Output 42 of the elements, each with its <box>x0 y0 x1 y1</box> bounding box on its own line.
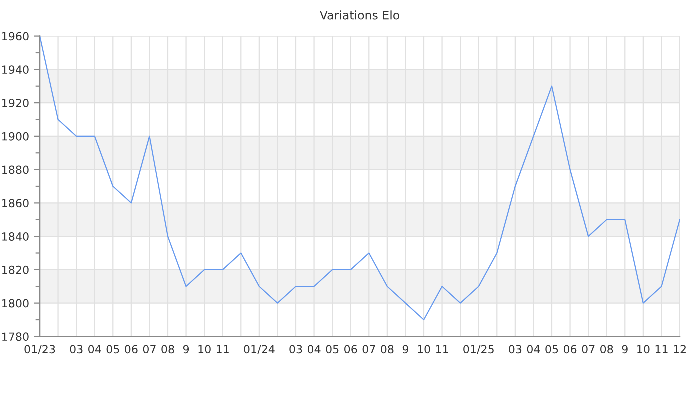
x-tick-label: 12 <box>674 345 686 354</box>
x-tick-label: 04 <box>88 345 102 354</box>
x-tick-label: 08 <box>600 345 614 354</box>
x-tick-label: 04 <box>527 345 540 354</box>
x-tick-label: 03 <box>509 345 522 354</box>
y-tick-label: 1960 <box>2 32 29 41</box>
y-tick-label: 1800 <box>2 299 29 308</box>
x-tick-label: 11 <box>217 345 229 354</box>
y-tick-label: 1860 <box>2 199 29 208</box>
x-tick-label: 08 <box>162 345 174 354</box>
y-tick-label: 1840 <box>2 232 29 241</box>
x-tick-label: 05 <box>326 345 339 354</box>
y-tick-label: 1820 <box>2 266 29 274</box>
x-tick-label: 10 <box>418 345 430 354</box>
x-tick-label: 9 <box>183 345 190 354</box>
x-tick-label: 06 <box>125 345 138 354</box>
x-tick-label: 05 <box>546 345 558 354</box>
x-tick-label: 06 <box>344 345 358 354</box>
x-tick-label: 01/25 <box>464 345 494 355</box>
x-tick-label: 07 <box>362 345 376 354</box>
y-tick-label: 1900 <box>2 132 29 141</box>
x-tick-label: 10 <box>198 345 211 354</box>
x-tick-label: 03 <box>70 345 83 354</box>
x-tick-label: 06 <box>564 345 577 354</box>
x-tick-label: 07 <box>143 345 156 354</box>
x-tick-label: 05 <box>106 345 120 354</box>
chart-title: Variations Elo <box>320 10 400 20</box>
x-tick-label: 01/23 <box>24 345 56 355</box>
x-tick-label: 08 <box>381 345 394 354</box>
x-tick-label: 9 <box>622 345 628 354</box>
x-tick-label: 07 <box>582 345 595 354</box>
x-tick-label: 10 <box>638 345 650 354</box>
x-tick-label: 03 <box>290 345 302 354</box>
y-tick-label: 1880 <box>2 166 29 174</box>
x-tick-label: 01/24 <box>244 345 275 355</box>
y-tick-label: 1780 <box>2 332 29 342</box>
x-tick-label: 9 <box>402 345 408 354</box>
y-tick-label: 1920 <box>2 99 29 108</box>
y-tick-label: 1940 <box>2 66 29 74</box>
x-tick-label: 11 <box>656 345 668 354</box>
x-tick-label: 04 <box>308 345 321 354</box>
x-tick-label: 11 <box>436 345 448 354</box>
